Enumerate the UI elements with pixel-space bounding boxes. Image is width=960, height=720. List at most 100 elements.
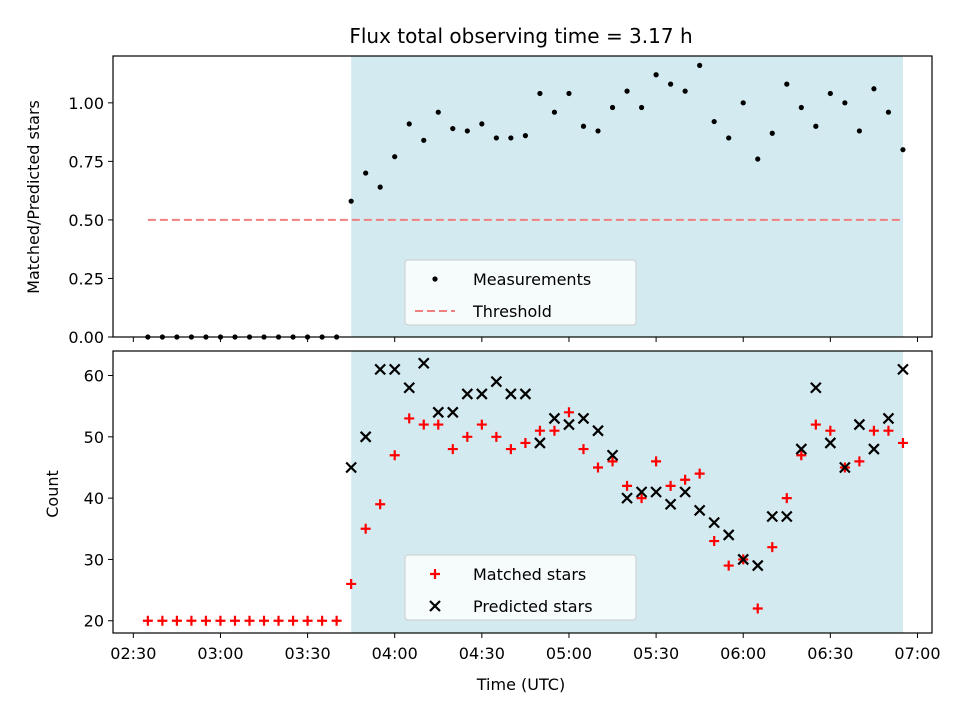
matched-stars-point	[752, 603, 763, 614]
matched-stars-point	[767, 542, 778, 553]
predicted-stars-point	[359, 431, 372, 443]
x-axis-label: Time (UTC)	[476, 675, 565, 694]
chart-title: Flux total observing time = 3.17 h	[349, 24, 692, 48]
legend-box	[404, 554, 637, 621]
matched-stars-point	[723, 560, 734, 571]
matched-stars-point	[897, 437, 908, 448]
matched-stars-point	[534, 425, 545, 436]
measurement-point	[508, 135, 514, 141]
measurement-point	[522, 133, 529, 139]
measurement-point	[537, 90, 543, 97]
top-y-axis-label: Matched/Predicted stars	[24, 100, 43, 294]
predicted-stars-point	[650, 486, 662, 498]
predicted-stars-point	[577, 412, 590, 425]
measurement-point	[755, 156, 761, 162]
y-tick-label: 0.75	[68, 152, 104, 171]
matched-stars-point	[317, 615, 328, 626]
matched-stars-point	[244, 615, 255, 626]
predicted-stars-point	[403, 382, 416, 394]
measurement-point	[740, 100, 746, 106]
bottom-legend: Matched stars Predicted stars	[404, 554, 637, 621]
predicted-stars-point	[795, 443, 808, 455]
matched-stars-point	[709, 536, 720, 547]
predicted-stars-point	[781, 510, 793, 523]
measurement-point	[798, 104, 804, 111]
predicted-stars-point	[388, 363, 401, 376]
measurement-point	[348, 198, 354, 204]
matched-stars-point	[665, 480, 676, 491]
x-tick-label: 06:00	[720, 644, 766, 663]
matched-stars-point	[549, 425, 560, 436]
x-tick-label: 05:30	[633, 644, 679, 663]
matched-stars-point	[447, 444, 458, 455]
predicted-stars-point	[606, 449, 619, 461]
predicted-stars-point	[563, 418, 575, 431]
measurement-point	[493, 135, 499, 141]
legend-measurements-swatch	[432, 276, 438, 282]
predicted-stars-point	[476, 388, 488, 400]
predicted-stars-point	[810, 382, 822, 394]
predicted-stars-point	[548, 412, 561, 425]
measurement-point	[769, 130, 775, 136]
y-tick-label: 20	[84, 612, 104, 631]
predicted-stars-point	[490, 375, 503, 388]
matched-stars-point	[607, 456, 618, 467]
x-tick-label: 06:30	[807, 644, 853, 663]
measurement-point	[479, 121, 485, 127]
measurement-point	[363, 170, 369, 176]
matched-stars-point	[215, 615, 226, 626]
y-tick-label: 50	[84, 428, 104, 447]
legend-entry-label: Matched stars	[473, 565, 586, 584]
x-tick-label: 07:00	[894, 644, 940, 663]
matched-stars-point	[331, 615, 342, 626]
matched-stars-point	[680, 474, 691, 485]
matched-stars-point	[229, 615, 240, 626]
measurement-point	[682, 88, 688, 94]
matched-stars-point	[563, 407, 574, 418]
matched-stars-point	[505, 444, 516, 455]
bottom-panel: 20 30 40 50 60 02:30 03:00 03:30 04:00 04:30 05:00…	[84, 350, 941, 663]
matched-stars-point	[186, 615, 197, 626]
measurement-point	[421, 137, 427, 143]
bottom-y-axis-label: Count	[43, 470, 62, 518]
measurement-point	[464, 128, 470, 134]
matched-stars-point	[622, 480, 633, 491]
measurement-point	[697, 62, 703, 68]
predicted-stars-point	[897, 363, 909, 376]
matched-stars-point	[418, 419, 429, 430]
y-tick-label: 60	[84, 367, 104, 386]
x-tick-label: 04:00	[372, 644, 418, 663]
y-tick-label: 0.00	[68, 328, 104, 347]
predicted-stars-point	[432, 406, 445, 419]
matched-stars-point	[694, 468, 705, 479]
y-tick-label: 0.50	[68, 211, 104, 230]
measurement-point	[813, 123, 819, 129]
top-panel: 0.00 0.25 0.50 0.75 1.00 Measurements Thresho…	[68, 55, 933, 347]
matched-stars-point	[593, 462, 604, 473]
measurement-point	[450, 125, 456, 132]
predicted-stars-point	[374, 363, 386, 376]
top-legend: Measurements Threshold	[404, 259, 637, 326]
legend-matched-swatch	[430, 569, 440, 579]
predicted-stars-point	[737, 553, 750, 566]
predicted-stars-point	[621, 492, 633, 504]
predicted-stars-point	[708, 516, 720, 529]
measurement-point	[566, 90, 572, 97]
measurement-point	[871, 86, 877, 92]
matched-stars-point	[404, 413, 415, 424]
matched-stars-point	[476, 419, 487, 430]
measurement-point	[392, 154, 398, 160]
predicted-stars-point	[534, 437, 546, 449]
matched-stars-point	[360, 523, 371, 534]
measurement-point	[900, 147, 906, 153]
measurement-point	[827, 90, 833, 97]
matched-stars-point	[273, 615, 284, 626]
legend-entry-label: Threshold	[472, 302, 552, 321]
predicted-stars-point	[824, 437, 837, 449]
predicted-stars-point	[635, 486, 648, 498]
measurement-point	[595, 128, 601, 134]
predicted-stars-point	[693, 504, 706, 517]
matched-stars-point	[259, 615, 270, 626]
matched-stars-point	[781, 493, 792, 504]
